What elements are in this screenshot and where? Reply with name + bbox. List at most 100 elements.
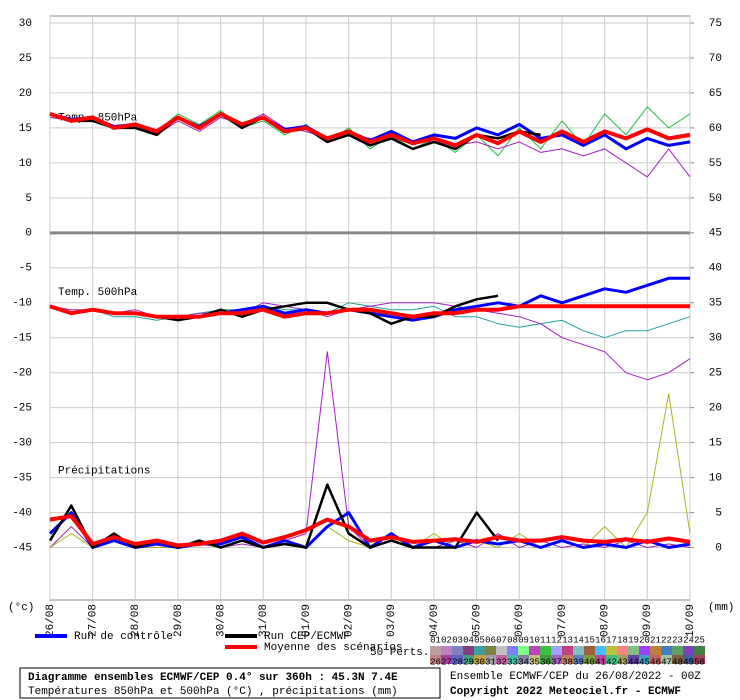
perturbation-swatch — [639, 646, 650, 655]
y2-tick-label: 40 — [709, 263, 722, 275]
perturbation-label: 13 — [562, 635, 573, 645]
perturbation-label: 40 — [584, 657, 595, 667]
perturbation-swatch — [496, 646, 507, 655]
perturbation-swatch — [694, 646, 705, 655]
y-tick-label: -30 — [12, 438, 32, 450]
perturbation-label: 23 — [672, 635, 683, 645]
x-tick-label: 04/09 — [429, 604, 441, 637]
perturbation-swatch — [441, 655, 452, 664]
run-info: Ensemble ECMWF/CEP du 26/08/2022 - 00Z — [450, 671, 701, 683]
perturbation-label: 47 — [661, 657, 672, 667]
y-tick-label: -25 — [12, 403, 32, 415]
y2-tick-label: 70 — [709, 53, 722, 65]
perturbation-label: 06 — [485, 635, 496, 645]
perturbation-swatch — [430, 655, 441, 664]
perturbation-swatch — [551, 646, 562, 655]
y-axis-label: (°c) — [8, 602, 34, 614]
x-tick-label: 30/08 — [216, 604, 228, 637]
x-tick-label: 06/09 — [514, 604, 526, 637]
perturbation-label: 08 — [507, 635, 518, 645]
x-tick-label: 08/09 — [600, 604, 612, 637]
perturbation-swatch — [474, 655, 485, 664]
legend-label: Moyenne des scénarios — [264, 642, 403, 654]
perturbation-label: 09 — [518, 635, 529, 645]
x-tick-label: 31/08 — [258, 604, 270, 637]
y-tick-label: -15 — [12, 333, 32, 345]
caption-box — [19, 667, 441, 699]
x-tick-label: 07/09 — [557, 604, 569, 637]
y-tick-label: -5 — [19, 263, 32, 275]
y2-tick-label: 30 — [709, 333, 722, 345]
perturbation-swatch — [584, 646, 595, 655]
x-tick-label: 27/08 — [88, 604, 100, 637]
perturbation-swatch — [496, 655, 507, 664]
perturbation-label: 12 — [551, 635, 562, 645]
perturbation-swatch — [518, 655, 529, 664]
y2-tick-label: 10 — [709, 473, 722, 485]
x-tick-label: 10/09 — [685, 604, 697, 637]
perturbation-label: 03 — [452, 635, 463, 645]
perturbation-swatch — [672, 655, 683, 664]
perturbation-label: 50 — [694, 657, 705, 667]
perturbation-label: 26 — [430, 657, 441, 667]
y2-tick-label: 35 — [709, 298, 722, 310]
perturbation-swatch — [639, 655, 650, 664]
perturbation-label: 36 — [540, 657, 551, 667]
perturbation-label: 14 — [573, 635, 584, 645]
x-tick-label: 09/09 — [642, 604, 654, 637]
perturbation-label: 11 — [540, 635, 551, 645]
perturbation-label: 37 — [551, 657, 562, 667]
perturbation-swatch — [672, 646, 683, 655]
perturbation-swatch — [485, 646, 496, 655]
perturbation-swatch — [628, 646, 639, 655]
perturbation-swatch — [529, 646, 540, 655]
perturbation-label: 38 — [562, 657, 573, 667]
perturbation-label: 07 — [496, 635, 507, 645]
perturbation-swatch — [683, 655, 694, 664]
legend-label: Run CEP/ECMWF — [264, 631, 350, 643]
perturbation-swatch — [573, 646, 584, 655]
perturbation-label: 21 — [650, 635, 661, 645]
series-line — [49, 111, 691, 148]
perturbation-label: 30 — [474, 657, 485, 667]
perturbation-swatch — [595, 646, 606, 655]
perturbation-label: 34 — [518, 657, 529, 667]
y-tick-label: 5 — [25, 193, 32, 205]
perturbation-swatch — [650, 646, 661, 655]
perturbation-label: 02 — [441, 635, 452, 645]
panel-label: Temp. 500hPa — [58, 287, 138, 299]
perturbation-swatch — [463, 646, 474, 655]
x-tick-label: 29/08 — [173, 604, 185, 637]
perturbation-swatch — [584, 655, 595, 664]
perturbation-swatch — [606, 646, 617, 655]
x-tick-label: 28/08 — [130, 604, 142, 637]
y2-tick-label: 0 — [715, 542, 722, 554]
y-tick-label: -10 — [12, 298, 32, 310]
legend-label: Run de contrôle — [74, 631, 173, 643]
chart-title: Diagramme ensembles ECMWF/CEP 0.4° sur 3… — [28, 672, 398, 684]
y2-axis-label: (mm) — [708, 602, 734, 614]
y2-tick-label: 65 — [709, 88, 722, 100]
x-tick-label: 03/09 — [386, 604, 398, 637]
y2-tick-label: 25 — [709, 368, 722, 380]
perturbation-swatch — [595, 655, 606, 664]
perturbation-swatch — [606, 655, 617, 664]
x-tick-label: 05/09 — [472, 604, 484, 637]
perturbation-label: 29 — [463, 657, 474, 667]
perturbation-swatch — [452, 655, 463, 664]
perturbation-label: 25 — [694, 635, 705, 645]
perturbation-swatch — [507, 655, 518, 664]
perturbation-label: 22 — [661, 635, 672, 645]
perturbation-label: 48 — [672, 657, 683, 667]
y2-tick-label: 50 — [709, 193, 722, 205]
perturbation-label: 28 — [452, 657, 463, 667]
perturbation-swatch — [650, 655, 661, 664]
series-line — [49, 514, 691, 548]
y2-tick-label: 60 — [709, 123, 722, 135]
perturbation-label: 10 — [529, 635, 540, 645]
perturbation-swatch — [683, 646, 694, 655]
perturbation-label: 45 — [639, 657, 650, 667]
x-tick-label: 02/09 — [344, 604, 356, 637]
perturbation-swatch — [474, 646, 485, 655]
perturbation-label: 19 — [628, 635, 639, 645]
